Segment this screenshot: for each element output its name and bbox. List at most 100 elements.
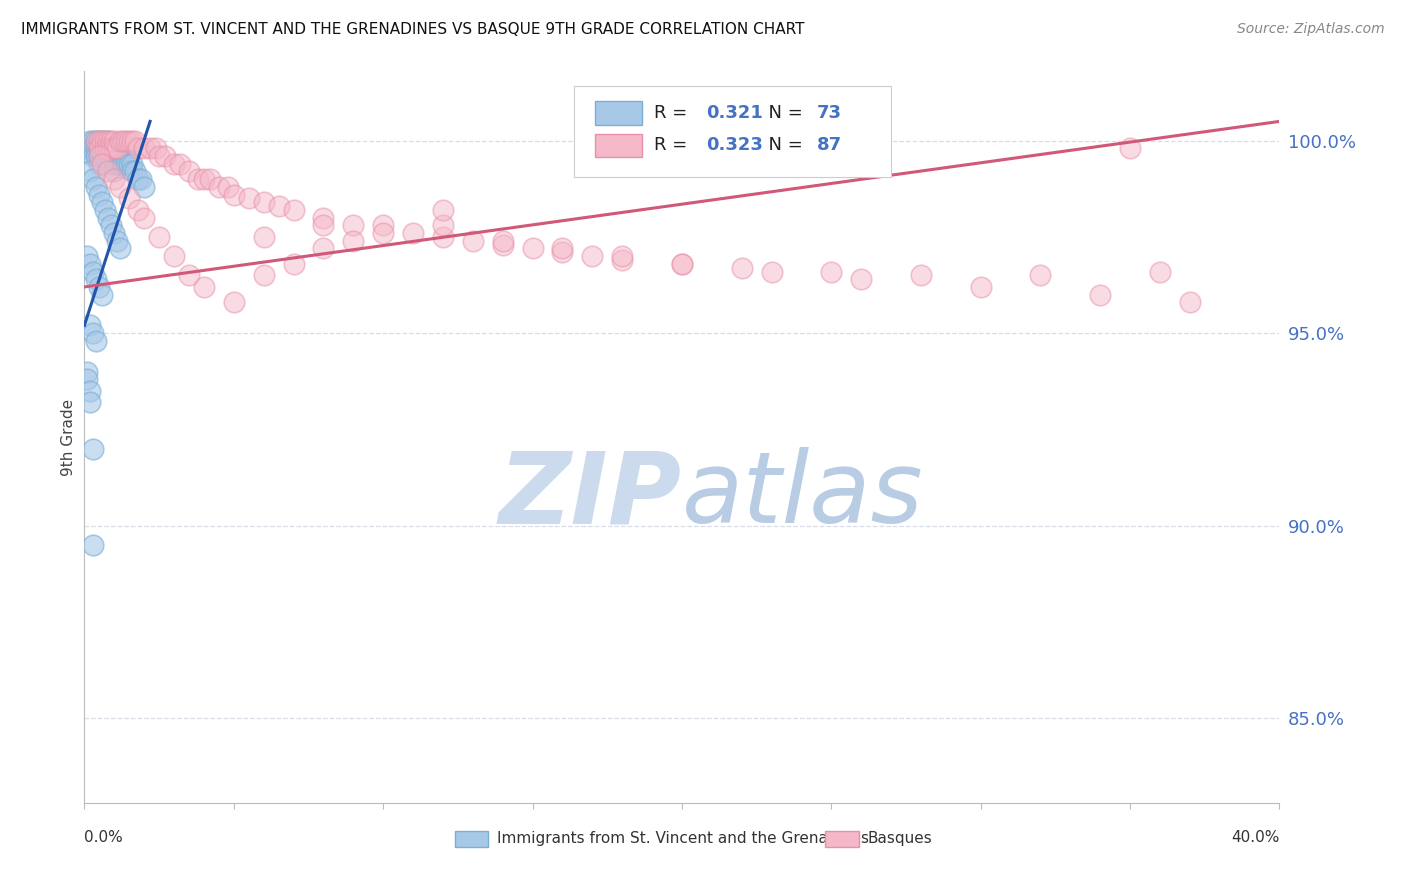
Point: [76, 372, 98, 386]
Point: [121, 157, 143, 171]
Point: [110, 242, 132, 256]
Point: [1178, 295, 1201, 310]
FancyBboxPatch shape: [595, 102, 643, 125]
Point: [522, 242, 544, 256]
Point: [492, 234, 515, 248]
Point: [91, 157, 114, 171]
Point: [82, 172, 104, 186]
Point: [89, 134, 111, 148]
Point: [86, 334, 108, 348]
Point: [132, 179, 156, 194]
Text: N =: N =: [758, 136, 808, 154]
Point: [1090, 287, 1112, 301]
Point: [402, 226, 425, 240]
Point: [103, 226, 125, 240]
Point: [89, 157, 111, 171]
Point: [79, 257, 101, 271]
Point: [86, 141, 108, 155]
Point: [91, 134, 114, 148]
Point: [105, 157, 128, 171]
Point: [193, 280, 215, 294]
Point: [105, 149, 128, 163]
Point: [94, 134, 117, 148]
Point: [118, 191, 141, 205]
Point: [373, 219, 395, 233]
Text: atlas: atlas: [682, 447, 924, 544]
Point: [118, 134, 141, 148]
Point: [851, 272, 873, 286]
Point: [89, 141, 111, 155]
Point: [193, 172, 215, 186]
Text: R =: R =: [654, 136, 693, 154]
Point: [208, 179, 231, 194]
Point: [103, 141, 125, 155]
Text: Immigrants from St. Vincent and the Grenadines: Immigrants from St. Vincent and the Gren…: [496, 831, 869, 847]
Point: [1029, 268, 1052, 283]
Point: [105, 141, 128, 155]
Point: [82, 141, 104, 155]
Point: [551, 242, 574, 256]
Point: [86, 179, 108, 194]
Point: [121, 164, 143, 178]
Point: [103, 157, 125, 171]
Point: [177, 268, 200, 283]
Point: [342, 234, 364, 248]
Point: [148, 149, 170, 163]
Point: [761, 264, 783, 278]
Point: [267, 199, 290, 213]
Point: [91, 149, 114, 163]
Point: [145, 141, 167, 155]
Text: 0.0%: 0.0%: [84, 830, 124, 845]
Point: [1119, 141, 1142, 155]
Point: [163, 249, 186, 263]
Point: [97, 164, 120, 178]
Point: [115, 134, 138, 148]
Text: Source: ZipAtlas.com: Source: ZipAtlas.com: [1237, 22, 1385, 37]
Text: 0.323: 0.323: [706, 136, 762, 154]
Point: [373, 226, 395, 240]
Point: [79, 141, 101, 155]
Point: [129, 172, 152, 186]
Point: [103, 172, 125, 186]
Point: [110, 179, 132, 194]
Point: [432, 230, 454, 244]
Point: [283, 202, 305, 217]
Point: [312, 242, 335, 256]
Point: [148, 230, 170, 244]
Point: [970, 280, 993, 294]
Point: [100, 141, 122, 155]
Point: [432, 202, 454, 217]
Text: 73: 73: [817, 104, 842, 122]
Point: [110, 149, 132, 163]
Point: [132, 141, 156, 155]
Text: 87: 87: [817, 136, 842, 154]
Point: [163, 157, 186, 171]
Point: [139, 141, 162, 155]
Point: [82, 442, 104, 456]
Point: [103, 134, 125, 148]
Point: [97, 134, 120, 148]
Point: [187, 172, 209, 186]
Point: [100, 157, 122, 171]
Point: [153, 149, 176, 163]
Point: [118, 149, 141, 163]
Point: [100, 141, 122, 155]
Point: [121, 134, 143, 148]
Point: [1149, 264, 1171, 278]
Point: [177, 164, 200, 178]
Point: [89, 280, 111, 294]
Point: [910, 268, 932, 283]
Text: Basques: Basques: [868, 831, 932, 847]
Point: [94, 141, 117, 155]
Point: [342, 219, 364, 233]
Point: [222, 295, 245, 310]
Point: [76, 249, 98, 263]
Point: [222, 187, 245, 202]
Point: [581, 249, 603, 263]
Point: [253, 268, 276, 283]
Point: [127, 202, 149, 217]
Point: [97, 141, 120, 155]
Point: [97, 149, 120, 163]
Point: [97, 211, 120, 225]
Point: [97, 141, 120, 155]
